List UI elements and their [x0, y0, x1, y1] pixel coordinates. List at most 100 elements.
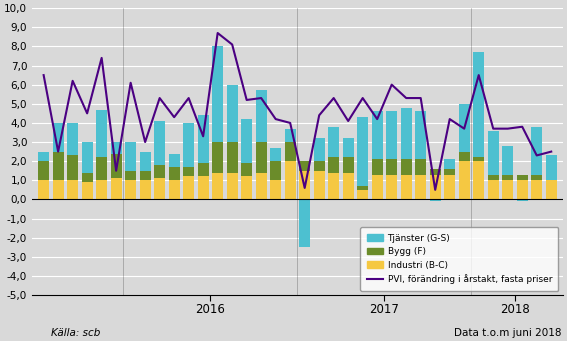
Bar: [328, 127, 339, 157]
Bar: [125, 142, 136, 171]
Bar: [459, 161, 469, 199]
Bar: [227, 85, 238, 142]
Bar: [183, 176, 194, 199]
Bar: [517, 180, 528, 199]
Bar: [299, 171, 310, 199]
Bar: [241, 119, 252, 163]
Bar: [285, 129, 295, 142]
Bar: [531, 175, 542, 180]
Bar: [401, 159, 412, 175]
Bar: [241, 163, 252, 176]
Bar: [328, 157, 339, 173]
Bar: [67, 180, 78, 199]
Bar: [139, 152, 151, 171]
Bar: [357, 190, 368, 199]
Bar: [139, 180, 151, 199]
Bar: [401, 175, 412, 199]
Bar: [488, 175, 498, 180]
Bar: [285, 142, 295, 161]
Bar: [125, 180, 136, 199]
Bar: [154, 178, 165, 199]
Bar: [82, 182, 92, 199]
Bar: [459, 104, 469, 152]
Bar: [517, 175, 528, 180]
Bar: [111, 153, 121, 178]
Bar: [488, 180, 498, 199]
Bar: [212, 46, 223, 142]
Bar: [198, 176, 209, 199]
Bar: [183, 167, 194, 176]
Bar: [256, 90, 266, 142]
Bar: [38, 161, 49, 180]
Bar: [531, 180, 542, 199]
Bar: [430, 199, 441, 201]
Bar: [343, 138, 354, 157]
Bar: [270, 161, 281, 180]
Bar: [256, 142, 266, 173]
Bar: [473, 52, 484, 157]
Bar: [430, 175, 441, 199]
Bar: [82, 142, 92, 173]
Bar: [227, 173, 238, 199]
Bar: [154, 165, 165, 178]
Bar: [169, 153, 180, 167]
Legend: Tjänster (G-S), Bygg (F), Industri (B-C), PVI, förändring i årstakt, fasta prise: Tjänster (G-S), Bygg (F), Industri (B-C)…: [361, 227, 558, 291]
Bar: [502, 175, 513, 180]
Bar: [212, 173, 223, 199]
Bar: [386, 159, 397, 175]
Bar: [372, 175, 383, 199]
Bar: [386, 175, 397, 199]
Bar: [546, 155, 557, 180]
Bar: [96, 157, 107, 180]
Bar: [357, 117, 368, 186]
Bar: [82, 173, 92, 182]
Bar: [125, 171, 136, 180]
Bar: [241, 176, 252, 199]
Bar: [459, 152, 469, 161]
Bar: [502, 180, 513, 199]
Bar: [531, 127, 542, 175]
Bar: [154, 121, 165, 165]
Bar: [212, 142, 223, 173]
Bar: [111, 142, 121, 153]
Bar: [328, 173, 339, 199]
Bar: [415, 175, 426, 199]
Bar: [270, 148, 281, 161]
Bar: [517, 199, 528, 201]
Bar: [343, 173, 354, 199]
Bar: [546, 180, 557, 199]
Bar: [343, 157, 354, 173]
Text: Data t.o.m juni 2018: Data t.o.m juni 2018: [454, 328, 561, 338]
Text: Källa: scb: Källa: scb: [51, 328, 100, 338]
Bar: [198, 115, 209, 163]
Bar: [67, 123, 78, 155]
Bar: [430, 169, 441, 175]
Bar: [53, 180, 64, 199]
Bar: [386, 112, 397, 159]
Bar: [372, 159, 383, 175]
Bar: [270, 180, 281, 199]
Bar: [401, 108, 412, 159]
Bar: [415, 112, 426, 159]
Bar: [38, 180, 49, 199]
Bar: [502, 146, 513, 175]
Bar: [445, 159, 455, 169]
Bar: [357, 186, 368, 190]
Bar: [256, 173, 266, 199]
Bar: [227, 142, 238, 173]
Bar: [53, 152, 64, 180]
Bar: [473, 157, 484, 161]
Bar: [488, 131, 498, 175]
Bar: [139, 171, 151, 180]
Bar: [445, 175, 455, 199]
Bar: [314, 138, 325, 161]
Bar: [314, 171, 325, 199]
Bar: [67, 155, 78, 180]
Bar: [198, 163, 209, 176]
Bar: [314, 161, 325, 171]
Bar: [285, 161, 295, 199]
Bar: [445, 169, 455, 175]
Bar: [96, 109, 107, 157]
Bar: [111, 178, 121, 199]
Bar: [38, 152, 49, 161]
